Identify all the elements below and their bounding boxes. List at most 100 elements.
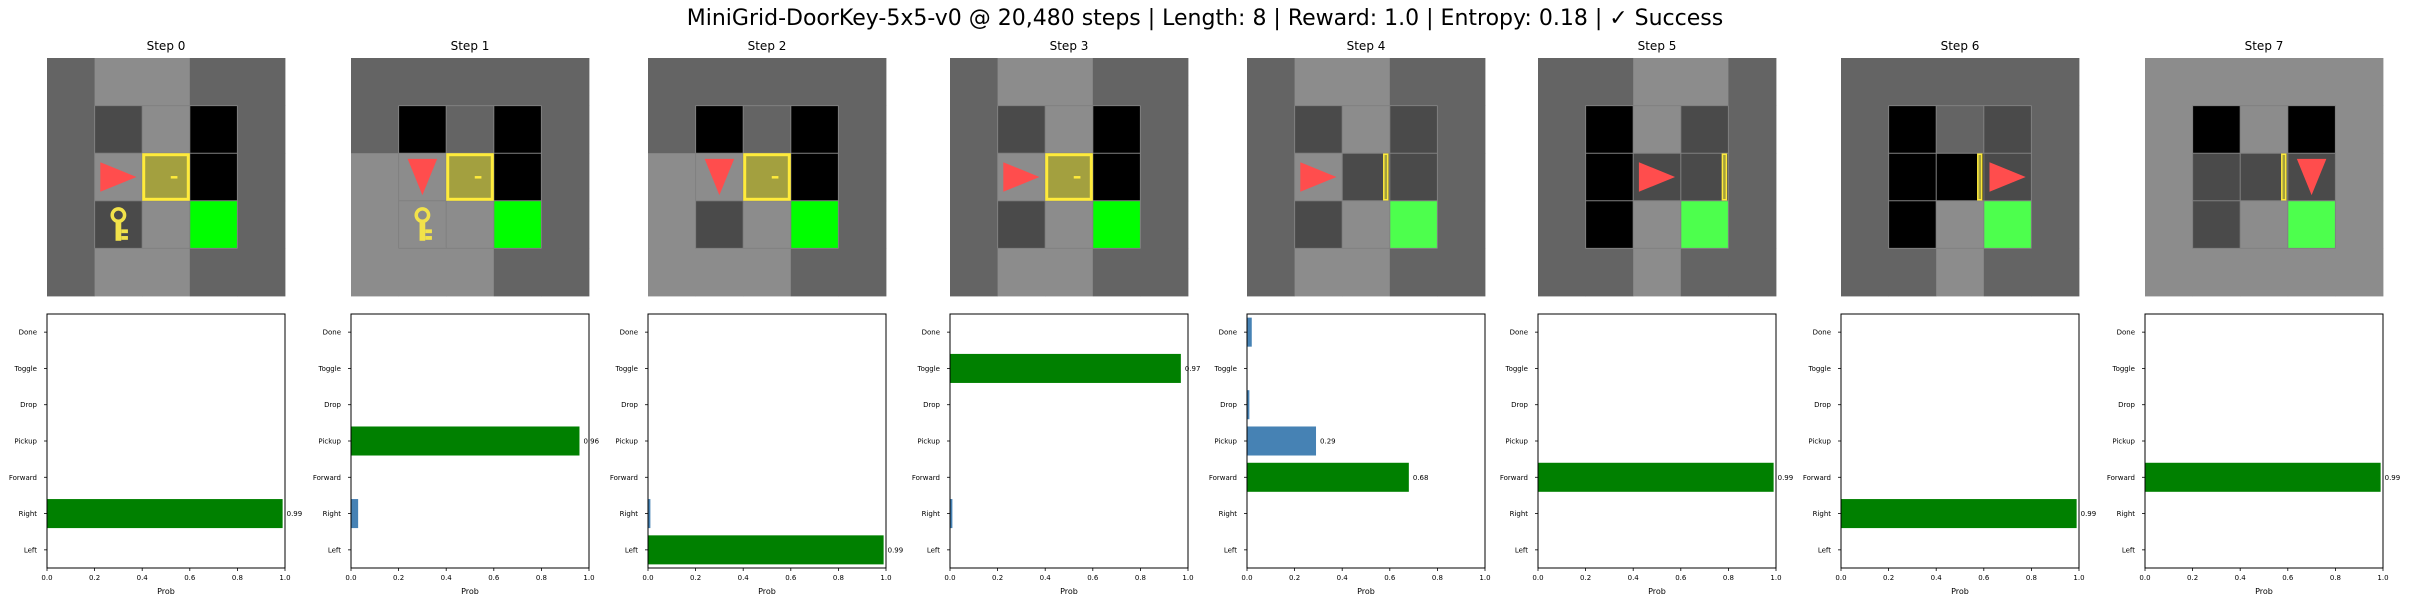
- grid-cell-wall: [493, 248, 542, 297]
- grid-cell-floor: [2192, 58, 2241, 106]
- grid-cell-wall: [838, 153, 887, 202]
- step-panel: Step 6 Left Right 0.99 Forward Pickup Drop Togg…: [1803, 39, 2096, 596]
- grid-cell-floor: [1045, 248, 1094, 297]
- bar-pickup: [351, 426, 580, 456]
- grid-cell-unseen: [1888, 105, 1937, 154]
- ytick-label: Right: [19, 510, 38, 518]
- grid-cell-wall: [838, 200, 887, 249]
- bar-done: [1247, 317, 1252, 347]
- env-frame: [1538, 58, 1777, 297]
- grid-cell-wall: [1538, 105, 1586, 154]
- axes-frame: [1246, 313, 1486, 569]
- grid-cell-floor: [1633, 105, 1682, 154]
- step-title: Step 2: [748, 39, 787, 53]
- key-icon: [414, 207, 432, 241]
- xtick-label: 0.0: [642, 574, 653, 582]
- bar-forward: [1538, 462, 1774, 492]
- key-shaft: [115, 220, 122, 241]
- value-label: 0.29: [1320, 438, 1336, 446]
- grid-cell-wall: [1841, 153, 1889, 202]
- grid-cell-unseen: [398, 105, 447, 154]
- ytick-label: Toggle: [13, 365, 37, 373]
- grid-cell-wall: [950, 248, 998, 297]
- grid-cell-wall: [1841, 200, 1889, 249]
- value-label: 0.99: [1778, 474, 1794, 482]
- grid-cell-dark: [997, 105, 1046, 154]
- grid-cell-unseen: [1585, 153, 1634, 202]
- grid-cell-goal_dim: [1680, 200, 1729, 249]
- grid-cell-wall: [1389, 58, 1438, 106]
- ytick-label: Toggle: [1213, 365, 1237, 373]
- grid-cell-wall: [1983, 58, 2032, 106]
- bar-right: [950, 499, 953, 529]
- grid-cell-dark: [2240, 153, 2289, 202]
- grid-cell-floor: [1633, 58, 1682, 106]
- door-icon: [446, 153, 494, 201]
- x-axis-label: Prob: [2255, 587, 2273, 596]
- value-label: 0.99: [888, 546, 904, 554]
- grid-cell-dark: [1389, 153, 1438, 202]
- grid-cell-floor: [1936, 248, 1985, 297]
- env-frame: [648, 58, 887, 297]
- axes-frame: [350, 313, 590, 569]
- grid-cell-floor: [2240, 58, 2289, 106]
- axes-frame: [647, 313, 887, 569]
- agent-icon: [1989, 162, 2026, 192]
- ytick-label: Done: [2117, 329, 2135, 337]
- grid-cell-floor: [2145, 58, 2193, 106]
- grid-cell-dark: [94, 105, 143, 154]
- grid-cell-wall: [790, 58, 839, 106]
- ytick-label: Left: [1515, 546, 1528, 554]
- grid-cell-wall: [1888, 248, 1937, 297]
- grid-cell-wall: [541, 200, 590, 249]
- grid-cell-goal: [493, 200, 542, 249]
- ytick-label: Left: [1818, 546, 1831, 554]
- open-door-icon: [1383, 153, 1389, 201]
- grid-cell-wall: [1437, 105, 1486, 154]
- ytick-label: Left: [625, 546, 638, 554]
- open-door-icon: [1977, 153, 1983, 201]
- ytick-label: Toggle: [916, 365, 940, 373]
- ytick-label: Left: [24, 546, 37, 554]
- ytick-label: Pickup: [2112, 438, 2135, 446]
- grid-cell-unseen: [189, 105, 238, 154]
- grid-cell-wall: [1437, 153, 1486, 202]
- action-prob-chart: Left Right Forward 0.99 Pickup Drop Toggle Done…: [2107, 313, 2400, 596]
- ytick-label: Right: [922, 510, 941, 518]
- xtick-label: 0.4: [441, 574, 453, 582]
- grid-cell-wall: [1728, 58, 1777, 106]
- agent-icon: [1300, 162, 1337, 192]
- grid-cell-floor: [1633, 248, 1682, 297]
- grid-cell-wall: [1247, 105, 1295, 154]
- ytick-label: Right: [1813, 510, 1832, 518]
- ytick-label: Right: [323, 510, 342, 518]
- xtick-label: 0.8: [1723, 574, 1734, 582]
- grid-cell-floor: [2240, 200, 2289, 249]
- xtick-label: 0.4: [2235, 574, 2247, 582]
- grid-cell-floor: [2335, 248, 2384, 297]
- xtick-label: 1.0: [2377, 574, 2388, 582]
- grid-cell-wall: [237, 153, 286, 202]
- axes-frame: [46, 313, 286, 569]
- grid-cell-wall: [950, 58, 998, 106]
- xtick-label: 0.0: [1835, 574, 1846, 582]
- grid-cell-floor: [743, 200, 792, 249]
- ytick-label: Toggle: [1807, 365, 1831, 373]
- grid-cell-wall: [398, 58, 447, 106]
- grid-cell-unseen: [1936, 153, 1985, 202]
- grid-cell-floor: [94, 248, 143, 297]
- grid-cell-wall: [950, 200, 998, 249]
- xtick-label: 0.6: [1978, 574, 1990, 582]
- agent-icon: [100, 162, 137, 192]
- ytick-label: Toggle: [1504, 365, 1528, 373]
- grid-cell-wall: [541, 153, 590, 202]
- bar-pickup: [1247, 426, 1317, 456]
- grid-cell-unseen: [1585, 105, 1634, 154]
- xtick-label: 0.2: [1580, 574, 1591, 582]
- grid-cell-floor: [1045, 105, 1094, 154]
- x-axis-label: Prob: [1357, 587, 1375, 596]
- xtick-label: 1.0: [1479, 574, 1490, 582]
- grid-cell-wall: [351, 58, 399, 106]
- action-prob-chart: Left Right Forward Pickup 0.96 Drop Toggle Done…: [313, 313, 600, 596]
- grid-cell-goal: [790, 200, 839, 249]
